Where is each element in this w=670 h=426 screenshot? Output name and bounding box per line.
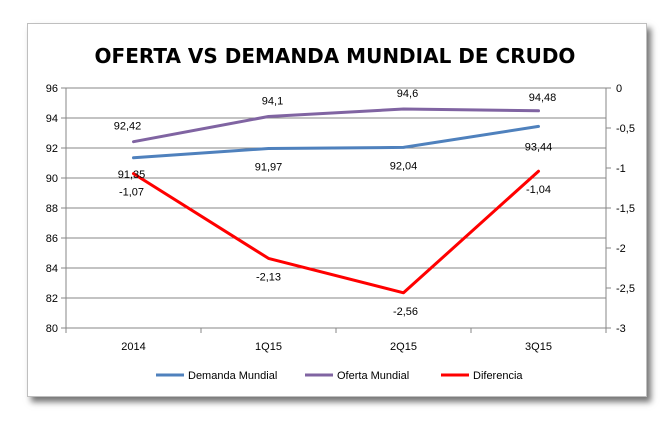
data-label: 93,44 bbox=[525, 141, 553, 153]
y-right-tick-label: -2 bbox=[616, 243, 626, 255]
y-right-tick-label: -3 bbox=[616, 323, 626, 335]
legend-label: Diferencia bbox=[473, 370, 523, 382]
y-right-tick-label: -1 bbox=[616, 163, 626, 175]
x-tick-label: 2014 bbox=[121, 341, 145, 353]
legend-label: Oferta Mundial bbox=[337, 370, 409, 382]
series-line-2 bbox=[132, 169, 540, 295]
legend: Demanda Mundial Oferta Mundial Diferencia bbox=[156, 370, 523, 382]
y-left-tick-label: 88 bbox=[46, 203, 58, 215]
y-right-tick-label: -2,5 bbox=[616, 283, 635, 295]
y-right-tick-label: 0 bbox=[616, 83, 622, 95]
data-label: -1,04 bbox=[526, 184, 551, 196]
y-left-tick-label: 80 bbox=[46, 323, 58, 335]
series-lines bbox=[132, 107, 540, 295]
data-label: 91,97 bbox=[255, 161, 283, 173]
data-label: -2,13 bbox=[256, 271, 281, 283]
gridlines bbox=[66, 87, 606, 329]
data-label: 94,1 bbox=[262, 96, 283, 108]
axes: 80 82 84 86 88 90 92 94 96 -3 -2,5 -2 -1,5 -1 -0,5 0 201… bbox=[46, 83, 635, 353]
data-label: 92,42 bbox=[114, 121, 142, 133]
legend-label: Demanda Mundial bbox=[188, 370, 277, 382]
data-label: 91,35 bbox=[118, 169, 146, 181]
series-line-1 bbox=[132, 107, 540, 144]
data-label: -2,56 bbox=[393, 306, 418, 318]
y-left-tick-label: 84 bbox=[46, 263, 58, 275]
y-right-tick-label: -0,5 bbox=[616, 123, 635, 135]
y-right-tick-label: -1,5 bbox=[616, 203, 635, 215]
y-left-tick-label: 82 bbox=[46, 293, 58, 305]
y-left-tick-label: 86 bbox=[46, 233, 58, 245]
data-label: 94,48 bbox=[529, 92, 557, 104]
x-tick-label: 1Q15 bbox=[255, 341, 282, 353]
y-left-tick-label: 96 bbox=[46, 83, 58, 95]
y-left-tick-label: 90 bbox=[46, 173, 58, 185]
y-left-tick-label: 94 bbox=[46, 113, 58, 125]
y-left-tick-label: 92 bbox=[46, 143, 58, 155]
data-label: 92,04 bbox=[390, 160, 418, 172]
x-tick-label: 3Q15 bbox=[525, 341, 552, 353]
series-line-0 bbox=[132, 124, 540, 160]
data-label: -1,07 bbox=[119, 187, 144, 199]
data-label: 94,6 bbox=[397, 88, 418, 100]
x-tick-label: 2Q15 bbox=[390, 341, 417, 353]
chart-title: OFERTA VS DEMANDA MUNDIAL DE CRUDO bbox=[95, 44, 576, 68]
data-labels: 91,35 91,97 92,04 93,44 92,42 94,1 94,6 94,48 -1… bbox=[114, 88, 557, 318]
chart-frame bbox=[27, 23, 647, 397]
